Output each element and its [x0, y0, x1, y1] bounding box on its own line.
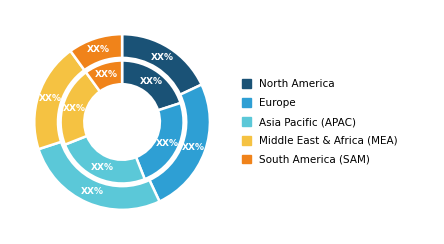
Wedge shape [71, 34, 122, 70]
Wedge shape [122, 34, 202, 95]
Wedge shape [65, 136, 145, 183]
Wedge shape [136, 103, 183, 179]
Legend: North America, Europe, Asia Pacific (APAC), Middle East & Africa (MEA), South Am: North America, Europe, Asia Pacific (APA… [242, 79, 398, 165]
Text: XX%: XX% [151, 53, 174, 62]
Text: XX%: XX% [91, 163, 114, 172]
Text: XX%: XX% [38, 94, 61, 103]
Text: XX%: XX% [80, 187, 103, 196]
Text: XX%: XX% [182, 143, 205, 152]
Text: XX%: XX% [140, 77, 163, 86]
Wedge shape [39, 142, 159, 210]
Wedge shape [61, 72, 100, 145]
Text: XX%: XX% [95, 70, 118, 79]
Text: XX%: XX% [155, 139, 178, 148]
Wedge shape [34, 51, 84, 149]
Text: XX%: XX% [87, 45, 110, 54]
Text: XX%: XX% [63, 104, 86, 113]
Wedge shape [122, 61, 181, 110]
Wedge shape [149, 85, 210, 202]
Wedge shape [86, 61, 122, 92]
